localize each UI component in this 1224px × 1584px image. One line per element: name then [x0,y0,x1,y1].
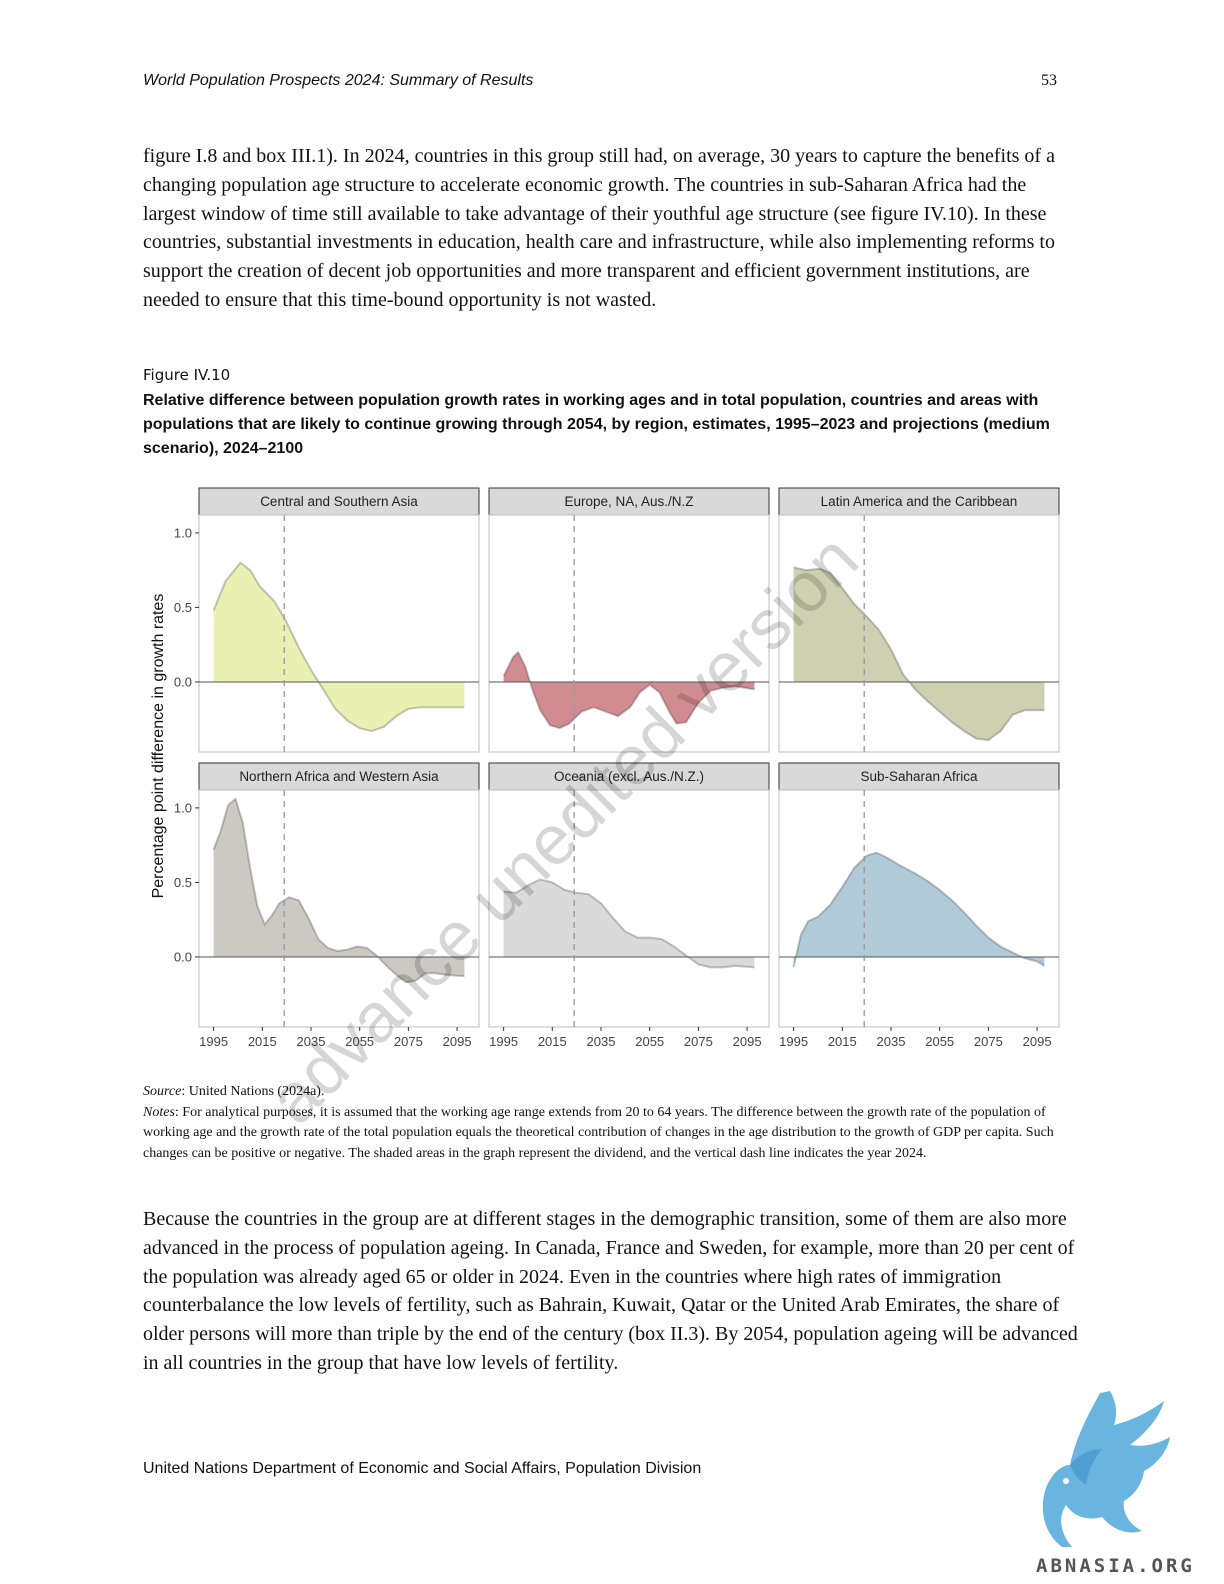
faceted-area-chart: Percentage point difference in growth ra… [150,487,1060,1049]
x-tick-label: 2095 [1023,1034,1052,1049]
facet-strip-label: Central and Southern Asia [260,494,418,509]
running-header-title: World Population Prospects 2024: Summary… [143,72,534,89]
series-area [793,567,1045,741]
notes-label: Notes [143,1104,175,1120]
page-footer: United Nations Department of Economic an… [143,1460,702,1477]
figure-notes: Source: United Nations (2024a). Notes: F… [143,1082,1073,1164]
facet-strip-label: Europe, NA, Aus./N.Z [564,494,693,509]
facet-strip-label: Latin America and the Caribbean [821,494,1018,509]
facet-panel: Latin America and the Caribbean [778,487,1060,753]
x-tick-label: 2035 [297,1034,326,1049]
series-area [213,798,465,983]
panel-frame [488,514,770,753]
x-tick-label: 2055 [635,1034,664,1049]
notes-line: Notes: For analytical purposes, it is as… [143,1103,1073,1165]
facet-panel: Oceania (excl. Aus./N.Z.) 1995 2015 2035 205… [488,762,770,1049]
y-tick-label: 0.0 [174,949,192,964]
x-tick-label: 1995 [489,1034,518,1049]
series-line [502,650,755,730]
x-tick-label: 2015 [538,1034,567,1049]
facet-strip [198,487,480,516]
x-tick-label: 2035 [587,1034,616,1049]
body-paragraph-2: Because the countries in the group are a… [143,1208,1078,1374]
x-tick-label: 2075 [394,1034,423,1049]
x-tick-label: 2015 [828,1034,857,1049]
page-number: 53 [1041,72,1057,89]
facet-strip [198,762,480,791]
x-tick-label: 2055 [345,1034,374,1049]
series-area [503,879,755,968]
facet-strip [778,487,1060,516]
facet-panel: Central and Southern Asia 0.0 0.5 1.0 [174,487,480,753]
series-area [213,562,465,732]
source-line: Source: United Nations (2024a). [143,1082,1073,1103]
y-tick-label: 1.0 [174,800,192,815]
y-tick-label: 0.5 [174,600,192,615]
series-line [792,851,1045,968]
facet-strip [488,487,770,516]
series-line [212,561,465,733]
y-tick-label: 0.5 [174,875,192,890]
source-label: Source [143,1084,182,1099]
series-area [503,652,755,729]
x-tick-label: 2095 [443,1034,472,1049]
x-tick-label: 2035 [877,1034,906,1049]
facet-strip-label: Northern Africa and Western Asia [239,769,439,784]
griffin-logo-icon [1042,1391,1170,1547]
x-tick-label: 2095 [733,1034,762,1049]
facet-panel: Northern Africa and Western Asia 0.0 0.5 1.… [174,762,480,1049]
x-tick-label: 2015 [248,1034,277,1049]
x-tick-label: 1995 [199,1034,228,1049]
x-tick-label: 2075 [684,1034,713,1049]
figure-label: Figure IV.10 [143,366,231,384]
y-tick-label: 0.0 [174,674,192,689]
notes-text: : For analytical purposes, it is assumed… [143,1104,1054,1161]
series-line [793,566,1045,742]
facet-strip-label: Oceania (excl. Aus./N.Z.) [554,769,704,784]
body-paragraph-1: figure I.8 and box III.1). In 2024, coun… [143,145,1055,311]
facet-panel: Europe, NA, Aus./N.Z [488,487,770,753]
figure-title: Relative difference between population g… [143,392,1050,457]
series-line [503,878,755,969]
series-area [793,852,1045,968]
y-tick-label: 1.0 [174,525,192,540]
facet-panel: Sub-Saharan Africa 1995 2015 2035 2055 2075 20… [778,762,1060,1049]
logo-text: ABNASIA.ORG [1036,1555,1195,1577]
x-tick-label: 2075 [974,1034,1003,1049]
facet-strip [488,762,770,791]
series-line [212,797,465,984]
x-tick-label: 2055 [925,1034,954,1049]
y-axis-title: Percentage point difference in growth ra… [150,594,167,899]
x-tick-label: 1995 [779,1034,808,1049]
source-text: : United Nations (2024a). [181,1084,325,1099]
facet-strip-label: Sub-Saharan Africa [860,769,978,784]
